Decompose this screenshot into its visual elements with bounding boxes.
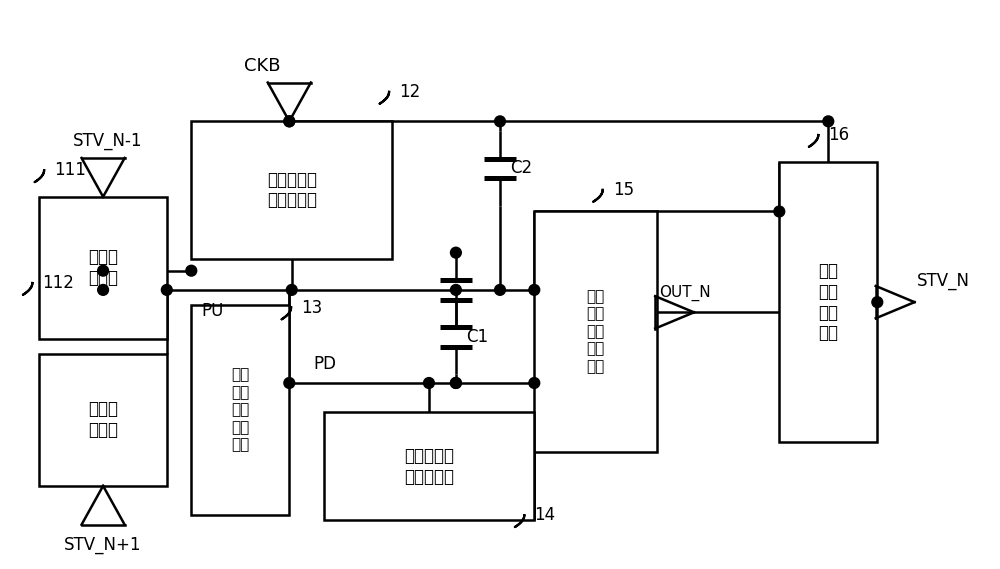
Circle shape — [284, 116, 295, 127]
Text: CKB: CKB — [244, 57, 280, 75]
Text: PD: PD — [314, 355, 337, 373]
FancyBboxPatch shape — [324, 413, 534, 520]
Circle shape — [186, 265, 197, 276]
Text: 12: 12 — [399, 83, 420, 101]
FancyBboxPatch shape — [39, 197, 167, 339]
Text: 第二输
入模块: 第二输 入模块 — [88, 401, 118, 439]
Text: STV_N+1: STV_N+1 — [64, 537, 142, 554]
Text: 进位
信号
输出
单元: 进位 信号 输出 单元 — [818, 262, 838, 343]
FancyBboxPatch shape — [191, 121, 392, 258]
Circle shape — [451, 378, 461, 389]
Circle shape — [286, 284, 297, 295]
Circle shape — [284, 378, 295, 389]
Circle shape — [424, 378, 434, 389]
Circle shape — [284, 116, 295, 127]
Circle shape — [451, 378, 461, 389]
Text: 第二下拉节
点控制单元: 第二下拉节 点控制单元 — [404, 447, 454, 486]
Circle shape — [98, 265, 108, 276]
Text: 112: 112 — [42, 274, 74, 292]
Text: 第二上拉节
点控制单元: 第二上拉节 点控制单元 — [267, 171, 317, 209]
Circle shape — [529, 378, 540, 389]
Circle shape — [98, 284, 108, 295]
Circle shape — [495, 284, 505, 295]
Text: 111: 111 — [54, 162, 86, 179]
Circle shape — [774, 206, 785, 217]
Text: C2: C2 — [510, 159, 532, 178]
Circle shape — [529, 284, 540, 295]
FancyBboxPatch shape — [779, 163, 877, 442]
Text: PU: PU — [201, 302, 223, 320]
Text: 第一
下拉
节点
控制
单元: 第一 下拉 节点 控制 单元 — [231, 368, 249, 452]
Circle shape — [823, 116, 834, 127]
Text: 14: 14 — [534, 506, 555, 524]
Text: 16: 16 — [828, 126, 849, 144]
Circle shape — [872, 297, 883, 307]
Text: STV_N-1: STV_N-1 — [73, 132, 143, 150]
FancyBboxPatch shape — [534, 212, 657, 452]
FancyBboxPatch shape — [191, 304, 289, 516]
Text: 栅极
驱动
信号
输出
单元: 栅极 驱动 信号 输出 单元 — [586, 289, 605, 374]
Circle shape — [451, 248, 461, 258]
Text: 15: 15 — [613, 181, 634, 199]
Circle shape — [451, 284, 461, 295]
Text: 13: 13 — [301, 299, 322, 316]
Circle shape — [495, 116, 505, 127]
Text: STV_N: STV_N — [916, 273, 970, 290]
FancyBboxPatch shape — [39, 353, 167, 486]
Text: 第一输
入模块: 第一输 入模块 — [88, 249, 118, 287]
Circle shape — [161, 284, 172, 295]
Text: C1: C1 — [466, 328, 488, 346]
Text: OUT_N: OUT_N — [659, 284, 710, 300]
